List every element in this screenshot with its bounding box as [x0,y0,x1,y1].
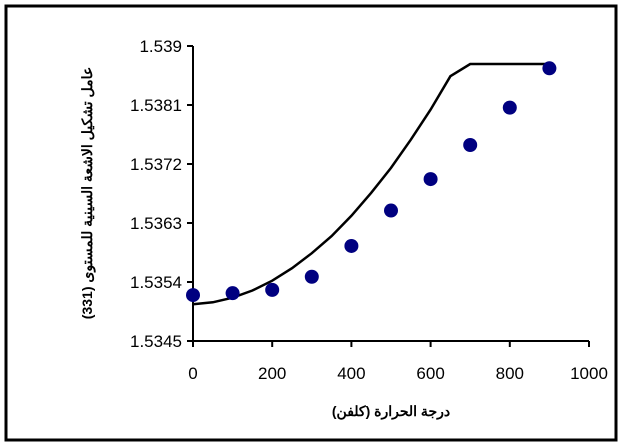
data-point [186,288,200,303]
data-point [463,137,478,152]
y-tick-label: 1.5345 [130,332,182,351]
data-markers [186,61,557,303]
y-tick-label: 1.5372 [130,155,182,174]
y-axis-ticks: 1.5345 1.5354 1.5363 1.5372 1.5381 1.539 [130,37,193,351]
x-tick-label: 0 [188,364,197,383]
data-point [542,61,557,76]
data-point [502,100,517,115]
data-point [225,286,240,301]
x-tick-label: 600 [416,364,444,383]
data-point [265,282,280,297]
x-tick-label: 200 [258,364,286,383]
x-axis-ticks: 0 200 400 600 800 1000 [188,341,608,383]
y-tick-label: 1.5354 [130,273,182,292]
data-point [344,238,359,253]
x-tick-label: 400 [337,364,365,383]
y-tick-label: 1.5381 [130,96,182,115]
plot-area: 1.5345 1.5354 1.5363 1.5372 1.5381 1.539 0 200… [130,37,608,383]
x-tick-label: 800 [496,364,524,383]
data-point [423,172,438,187]
data-point [384,203,398,218]
outer-border [4,4,618,442]
y-tick-label: 1.5363 [130,214,182,233]
x-tick-label: 1000 [570,364,608,383]
y-axis-label: عامل تشكيل الاشعة السينية للمستوى (331) [79,67,96,319]
fit-curve [192,62,550,306]
y-tick-label: 1.539 [139,37,182,56]
data-point [304,269,319,284]
x-axis-label: درجة الحرارة (كلفن) [332,403,450,420]
